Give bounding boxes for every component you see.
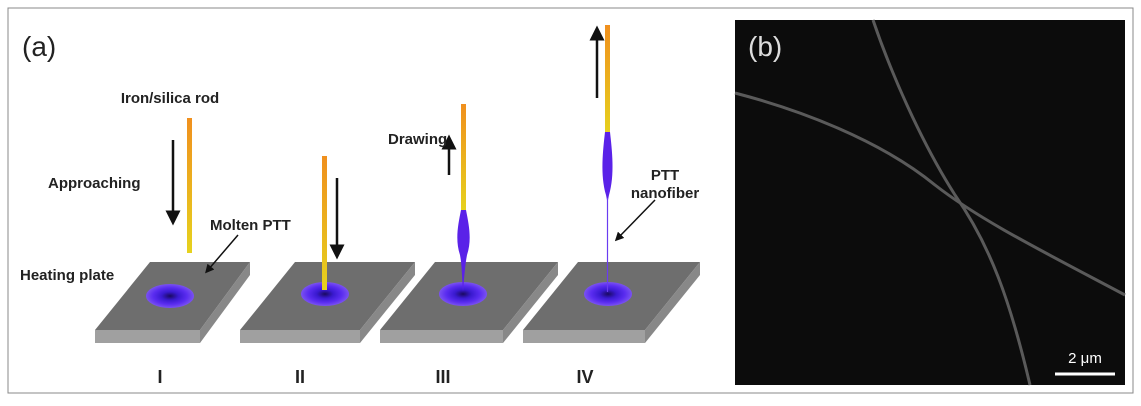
step-label: III [435,367,450,387]
heating-plate-label: Heating plate [20,267,114,284]
rod-label: Iron/silica rod [121,90,219,107]
panel-label: (b) [748,31,782,62]
molten-label: Molten PTT [210,217,291,234]
micrograph [735,20,1125,385]
step-label: I [157,367,162,387]
step-label: IV [576,367,593,387]
panel-label: (a) [22,31,56,62]
approaching-label: Approaching [48,175,141,192]
drawing-label: Drawing [388,131,447,148]
fiber-label: nanofiber [631,185,699,202]
scale-bar-label: 2 μm [1068,350,1102,367]
figure: (a) [0,0,1141,401]
fiber-label: PTT [651,167,679,184]
panel-b: (b) 2 μm [735,20,1125,385]
step-label: II [295,367,305,387]
